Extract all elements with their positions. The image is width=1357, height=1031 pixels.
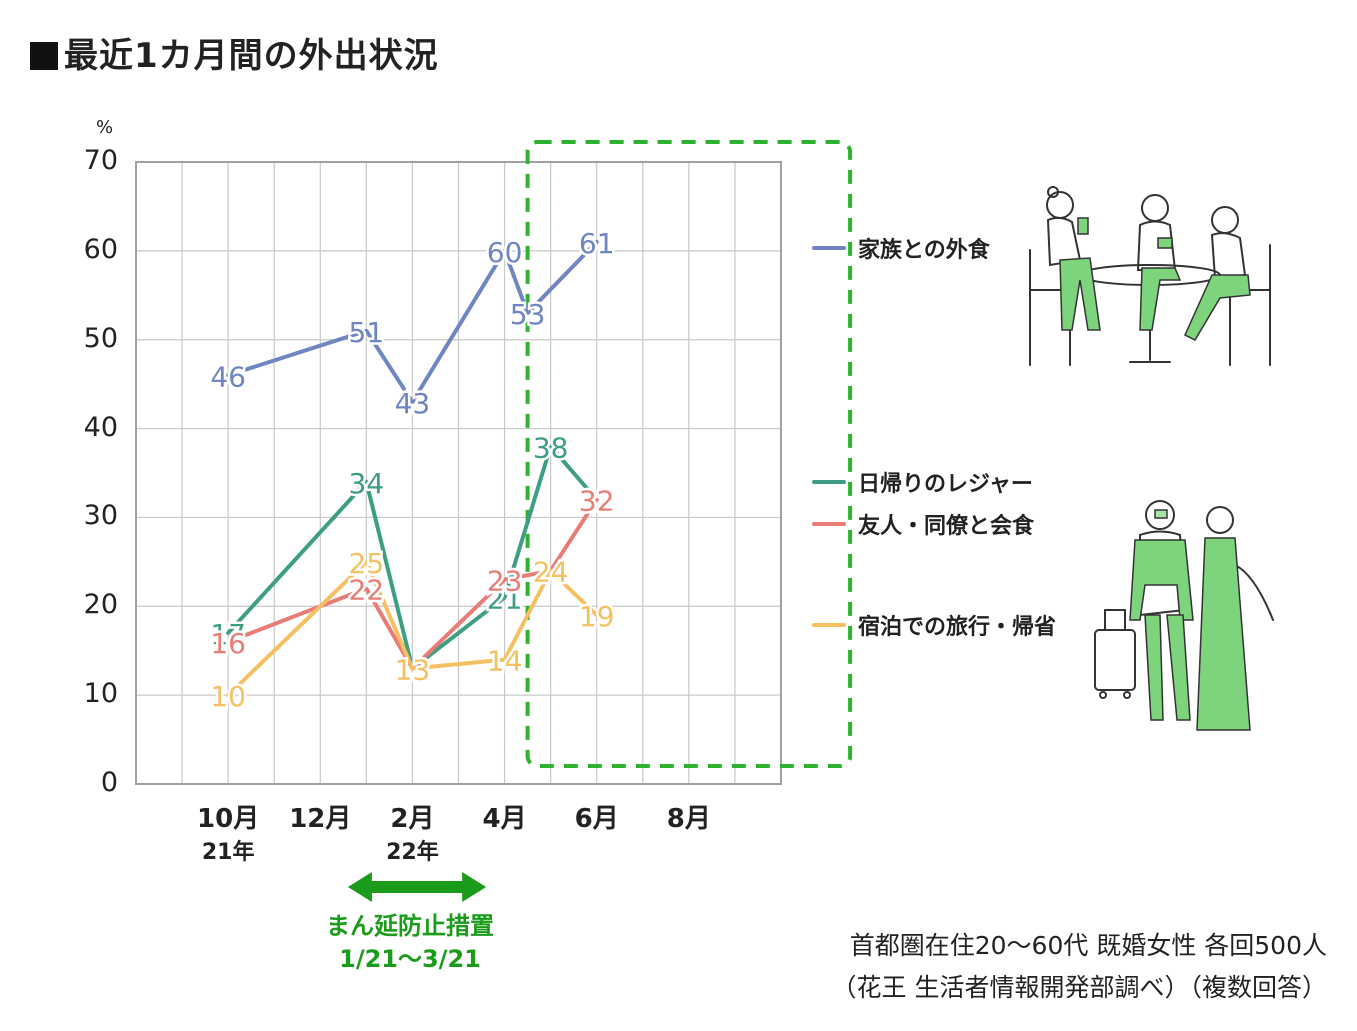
y-tick-label: 30: [83, 500, 118, 532]
plot-frame: [135, 161, 782, 785]
period-label: まん延防止措置 1/21〜3/21: [290, 910, 530, 976]
legend-label: 家族との外食: [858, 238, 990, 263]
x-tick-label: 8月: [666, 804, 711, 834]
y-tick-label: 20: [83, 589, 118, 621]
data-label: 32: [579, 485, 615, 518]
legend-swatch: [812, 480, 846, 484]
x-tick-label: 6月: [574, 804, 619, 834]
data-label: 24: [533, 556, 569, 589]
data-label: 32: [579, 485, 615, 518]
x-tick-label: 12月: [289, 804, 352, 834]
data-label: 61: [579, 227, 615, 260]
legend-label: 宿泊での旅行・帰省: [858, 615, 1057, 640]
legend-item-family-dining: 家族との外食: [812, 232, 990, 264]
dining-people-illustration: [1029, 186, 1271, 366]
period-range: 1/21〜3/21: [339, 945, 481, 973]
data-label: 34: [349, 467, 385, 500]
legend-swatch: [812, 522, 846, 526]
legend-item-friends-dining: 友人・同僚と会食: [812, 508, 1034, 540]
data-label: 51: [349, 316, 385, 349]
series-line-2: [226, 497, 599, 671]
period-name: まん延防止措置: [326, 912, 494, 940]
x-tick-label: 2月: [390, 804, 435, 834]
data-label: 19: [579, 600, 615, 633]
legend-swatch: [812, 246, 846, 250]
x-tick-sublabel: 21年: [201, 840, 255, 865]
data-label: 13: [395, 653, 431, 686]
x-tick-sublabel: 22年: [386, 840, 439, 865]
y-tick-label: 60: [83, 233, 118, 265]
chart-title: 最近1カ月間の外出状況: [30, 28, 439, 77]
series-line-1: [226, 444, 599, 671]
data-label: 10: [210, 680, 246, 713]
period-arrow-left-head: [347, 872, 372, 902]
chart-title-text: 最近1カ月間の外出状況: [64, 36, 439, 76]
title-square-icon: [30, 42, 58, 70]
data-label: 22: [349, 574, 385, 607]
legend-swatch: [812, 623, 846, 627]
period-arrow-shaft: [365, 881, 469, 893]
data-label: 25: [349, 547, 385, 580]
y-unit-label: %: [96, 117, 114, 138]
data-label: 24: [533, 556, 569, 589]
source-note: 首都圏在住20〜60代 既婚女性 各回500人 （花王 生活者情報開発部調べ）（…: [832, 925, 1327, 1009]
data-label: 13: [395, 653, 431, 686]
y-tick-label: 50: [83, 322, 118, 354]
data-label: 14: [487, 645, 523, 678]
x-tick-label: 10月: [197, 804, 260, 834]
data-label: 16: [210, 627, 246, 660]
legend-item-day-trip: 日帰りのレジャー: [812, 466, 1033, 498]
couple-travel-illustration: [1094, 500, 1274, 731]
data-label: 17: [210, 618, 246, 651]
data-label: 43: [395, 387, 431, 420]
y-tick-label: 0: [100, 767, 118, 798]
data-label: 13: [395, 653, 431, 686]
series-line-0: [226, 239, 599, 404]
legend-label: 日帰りのレジャー: [858, 472, 1033, 497]
data-label: 53: [510, 298, 546, 331]
y-tick-label: 70: [83, 145, 118, 176]
series-line-3: [226, 559, 599, 698]
data-label: 60: [487, 236, 523, 269]
source-note-line-2: （花王 生活者情報開発部調べ）（複数回答）: [831, 973, 1327, 1002]
legend-label: 友人・同僚と会食: [858, 514, 1035, 539]
data-label: 38: [533, 431, 569, 464]
data-label: 23: [487, 565, 523, 598]
source-note-line-1: 首都圏在住20〜60代 既婚女性 各回500人: [849, 931, 1327, 960]
x-tick-label: 4月: [482, 804, 527, 834]
y-tick-label: 40: [83, 411, 118, 443]
legend-item-overnight-travel: 宿泊での旅行・帰省: [812, 609, 1056, 641]
highlight-box: [525, 140, 853, 768]
y-tick-label: 10: [83, 678, 118, 710]
data-label: 46: [210, 360, 246, 393]
data-label: 21: [487, 582, 523, 615]
period-arrow-right-head: [462, 872, 487, 902]
